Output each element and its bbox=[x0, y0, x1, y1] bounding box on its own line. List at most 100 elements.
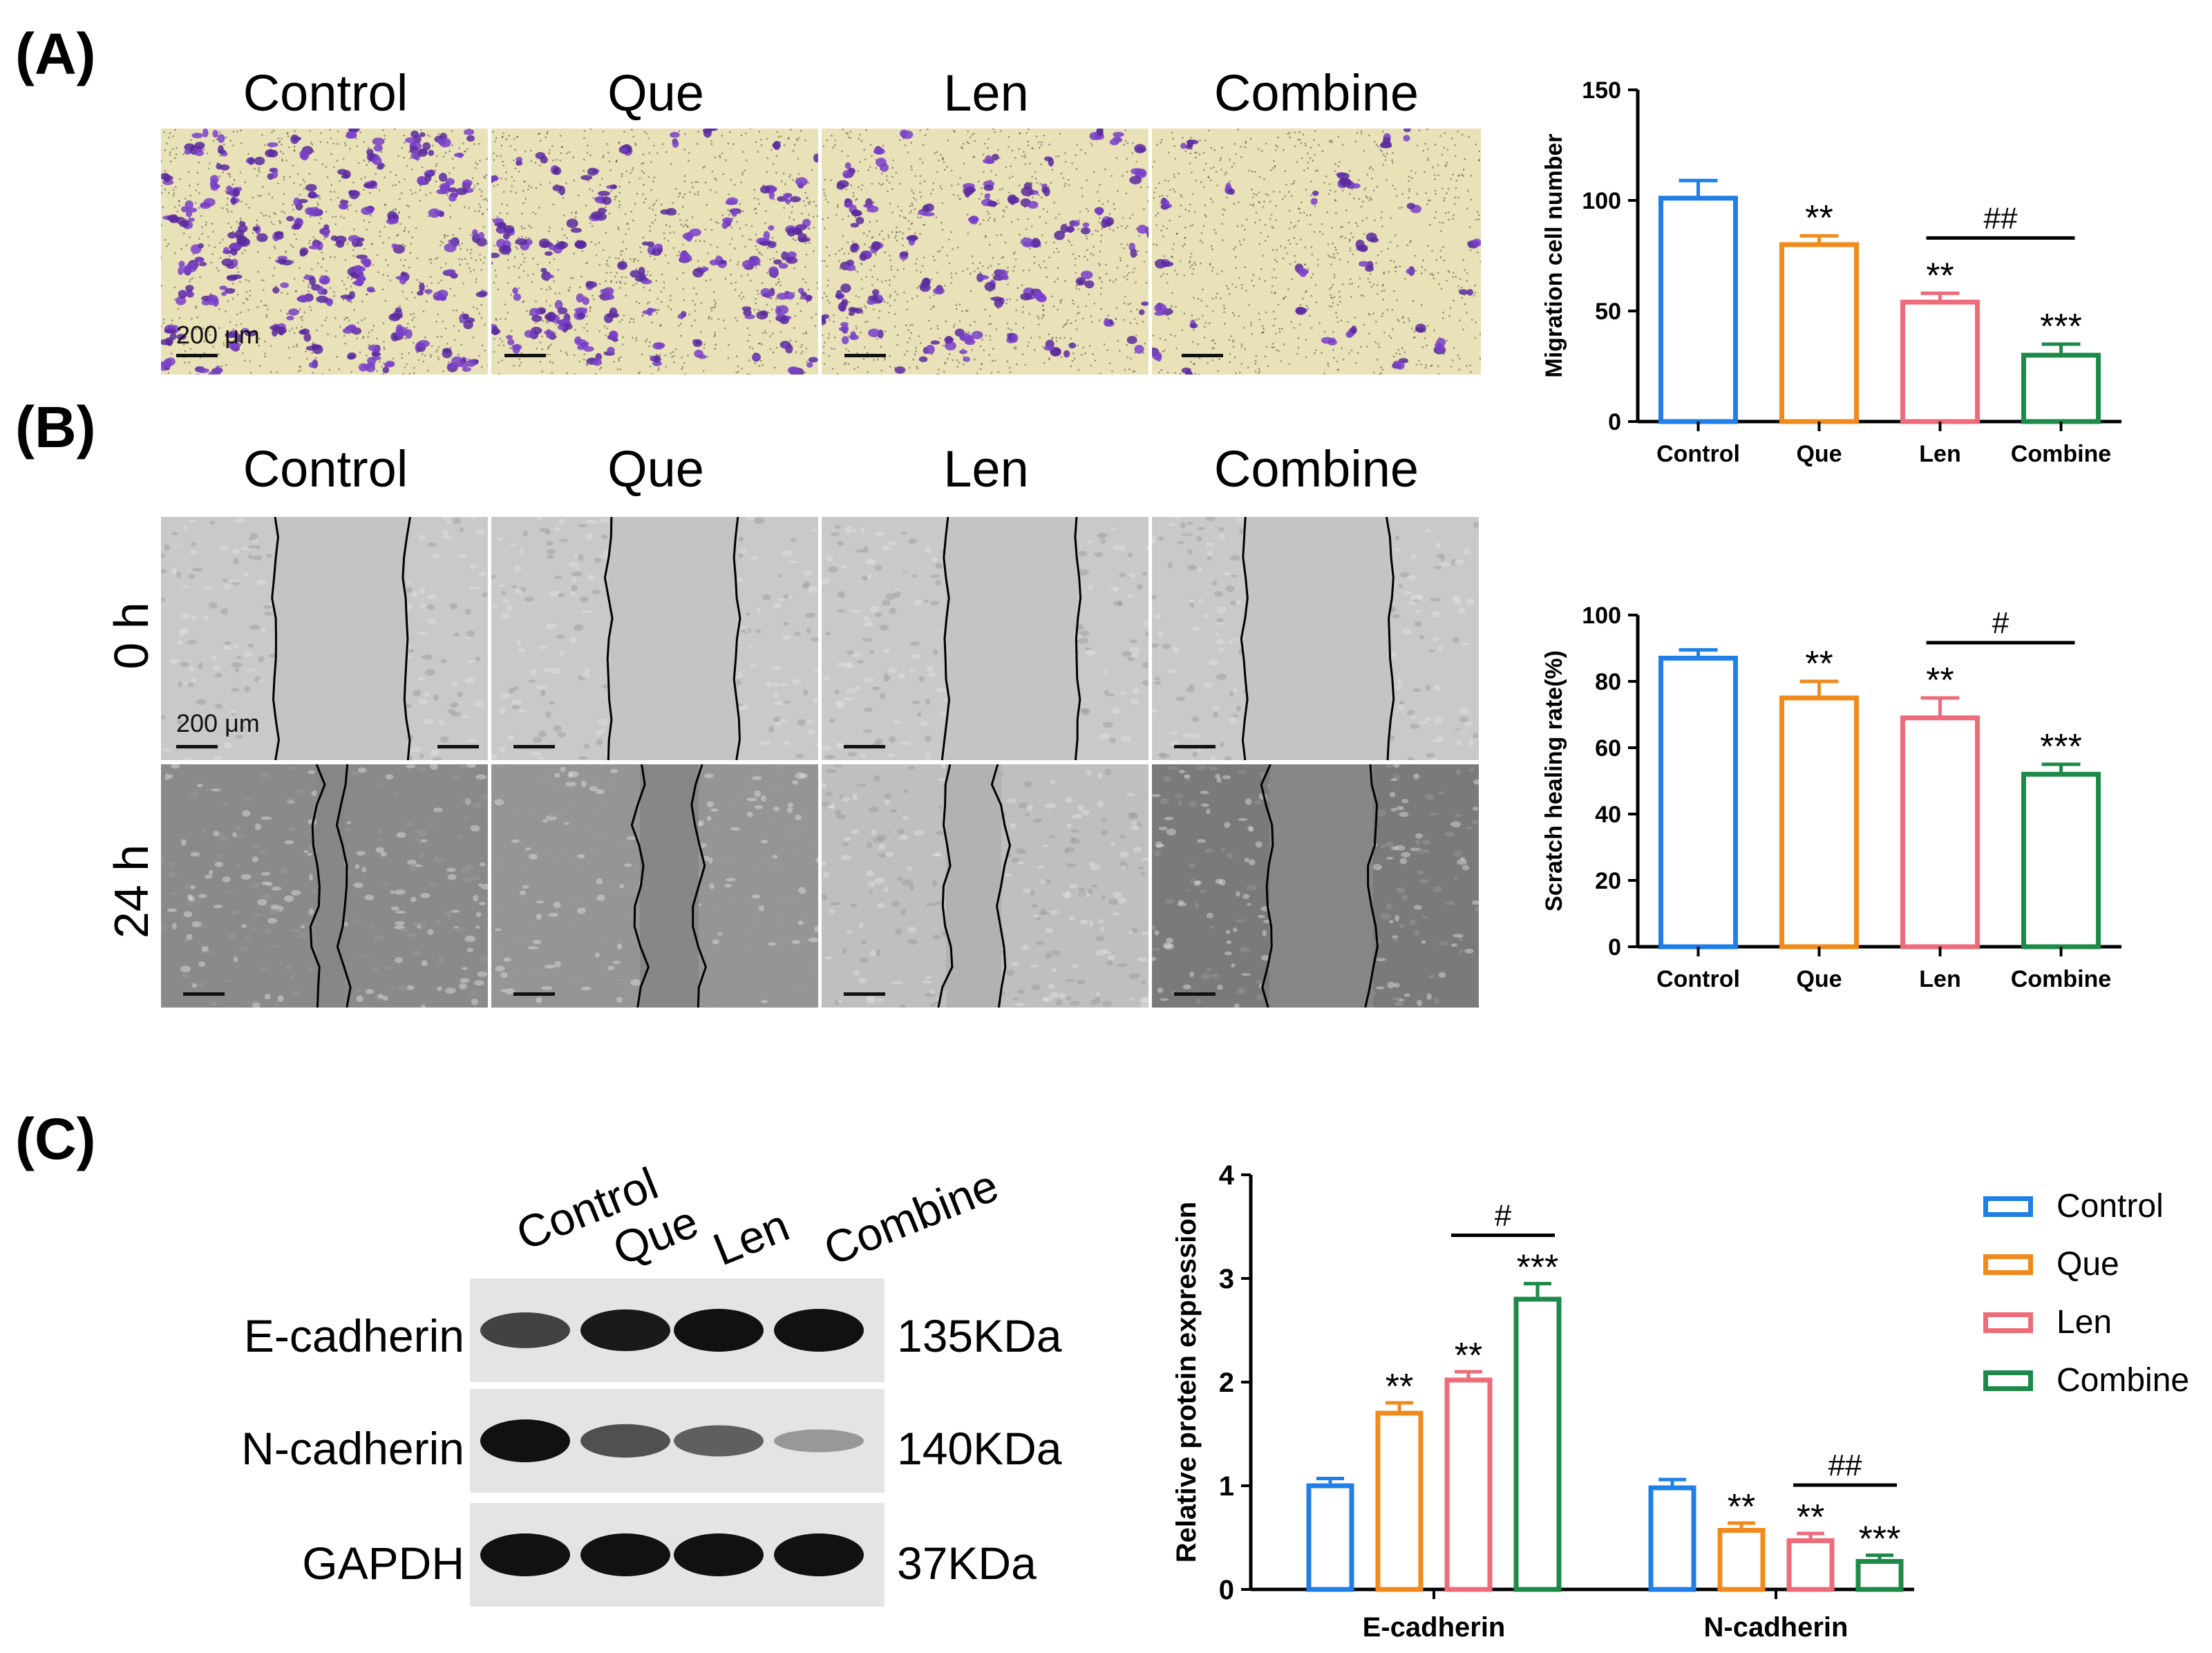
pore-dot bbox=[1470, 198, 1473, 201]
stained-cell bbox=[806, 362, 813, 368]
cell-texture bbox=[442, 534, 452, 540]
pore-dot bbox=[938, 249, 941, 252]
pore-dot bbox=[1201, 241, 1204, 244]
pore-dot bbox=[969, 136, 972, 138]
pore-dot bbox=[381, 366, 383, 368]
pore-dot bbox=[1300, 238, 1302, 241]
pore-dot bbox=[1184, 150, 1187, 152]
pore-dot bbox=[1145, 281, 1148, 284]
pore-dot bbox=[291, 204, 294, 206]
pore-dot bbox=[943, 169, 946, 171]
pore-dot bbox=[231, 298, 234, 300]
pore-dot bbox=[1160, 275, 1162, 278]
pore-dot bbox=[891, 188, 894, 190]
cell-texture bbox=[439, 736, 449, 743]
pore-dot bbox=[643, 201, 645, 204]
pore-dot bbox=[1446, 149, 1449, 151]
stained-cell bbox=[410, 152, 419, 160]
pore-dot bbox=[876, 278, 879, 281]
cell-texture bbox=[554, 576, 563, 579]
pore-dot bbox=[1126, 265, 1128, 267]
pore-dot bbox=[1080, 354, 1083, 356]
pore-dot bbox=[730, 274, 732, 276]
pore-dot bbox=[194, 202, 197, 205]
pore-dot bbox=[1252, 285, 1255, 287]
pore-dot bbox=[1130, 310, 1133, 313]
pore-dot bbox=[855, 294, 858, 297]
pore-dot bbox=[816, 215, 818, 218]
pore-dot bbox=[923, 224, 925, 226]
pore-dot bbox=[1205, 215, 1207, 218]
pore-dot bbox=[164, 188, 167, 191]
pore-dot bbox=[437, 281, 439, 284]
stained-cell bbox=[516, 156, 523, 162]
pore-dot bbox=[1093, 245, 1095, 248]
stained-cell bbox=[1365, 265, 1374, 272]
pore-dot bbox=[656, 152, 659, 154]
pore-dot bbox=[1075, 319, 1077, 322]
cell-texture bbox=[597, 719, 607, 723]
pore-dot bbox=[379, 235, 381, 238]
pore-dot bbox=[510, 347, 513, 349]
stained-cell bbox=[552, 168, 559, 174]
pore-dot bbox=[1352, 253, 1354, 256]
pore-dot bbox=[868, 230, 871, 233]
pore-dot bbox=[854, 269, 857, 272]
col-title-control: Control bbox=[243, 440, 408, 498]
pore-dot bbox=[1231, 312, 1234, 314]
pore-dot bbox=[716, 246, 719, 249]
pore-dot bbox=[209, 325, 212, 327]
pore-dot bbox=[539, 164, 541, 167]
pore-dot bbox=[1210, 167, 1212, 169]
pore-dot bbox=[1477, 251, 1479, 254]
pore-dot bbox=[558, 292, 560, 294]
pore-dot bbox=[1303, 169, 1305, 172]
pore-dot bbox=[1037, 193, 1040, 196]
pore-dot bbox=[1240, 287, 1243, 290]
pore-dot bbox=[966, 267, 969, 270]
pore-dot bbox=[401, 243, 404, 245]
stained-cell bbox=[341, 174, 350, 179]
pore-dot bbox=[1381, 131, 1384, 133]
scale-bar bbox=[1182, 354, 1223, 357]
cell-texture bbox=[491, 605, 497, 609]
pore-dot bbox=[363, 159, 366, 162]
pore-dot bbox=[1046, 211, 1048, 213]
pore-dot bbox=[1305, 144, 1307, 147]
pore-dot bbox=[1133, 318, 1136, 320]
pore-dot bbox=[729, 131, 731, 133]
pore-dot bbox=[1438, 283, 1440, 285]
pore-dot bbox=[312, 372, 314, 374]
pore-dot bbox=[602, 156, 604, 159]
pore-dot bbox=[309, 239, 311, 242]
pore-dot bbox=[755, 212, 757, 214]
pore-dot bbox=[528, 225, 530, 227]
pore-dot bbox=[1068, 184, 1070, 187]
stained-cell bbox=[1126, 336, 1137, 344]
panel-label-c: (C) bbox=[15, 1106, 96, 1171]
stained-cell bbox=[178, 290, 189, 295]
stained-cell bbox=[1137, 225, 1148, 234]
pore-dot bbox=[1387, 247, 1389, 250]
pore-dot bbox=[849, 131, 851, 133]
pore-dot bbox=[1159, 337, 1162, 340]
pore-dot bbox=[1368, 134, 1370, 137]
pore-dot bbox=[211, 223, 214, 225]
pore-dot bbox=[566, 152, 568, 155]
pore-dot bbox=[1167, 317, 1170, 320]
pore-dot bbox=[1027, 144, 1030, 147]
pore-dot bbox=[681, 243, 684, 245]
pore-dot bbox=[1090, 142, 1093, 145]
pore-dot bbox=[283, 193, 285, 196]
pore-dot bbox=[513, 265, 516, 268]
pore-dot bbox=[610, 281, 612, 283]
pore-dot bbox=[437, 313, 439, 316]
pore-dot bbox=[741, 235, 744, 237]
pore-dot bbox=[241, 252, 244, 254]
stained-cell bbox=[984, 193, 990, 200]
stained-cell bbox=[219, 285, 227, 290]
transwell-image-len bbox=[822, 129, 1148, 375]
pore-dot bbox=[1439, 229, 1442, 232]
pore-dot bbox=[1258, 278, 1261, 280]
pore-dot bbox=[945, 320, 947, 323]
